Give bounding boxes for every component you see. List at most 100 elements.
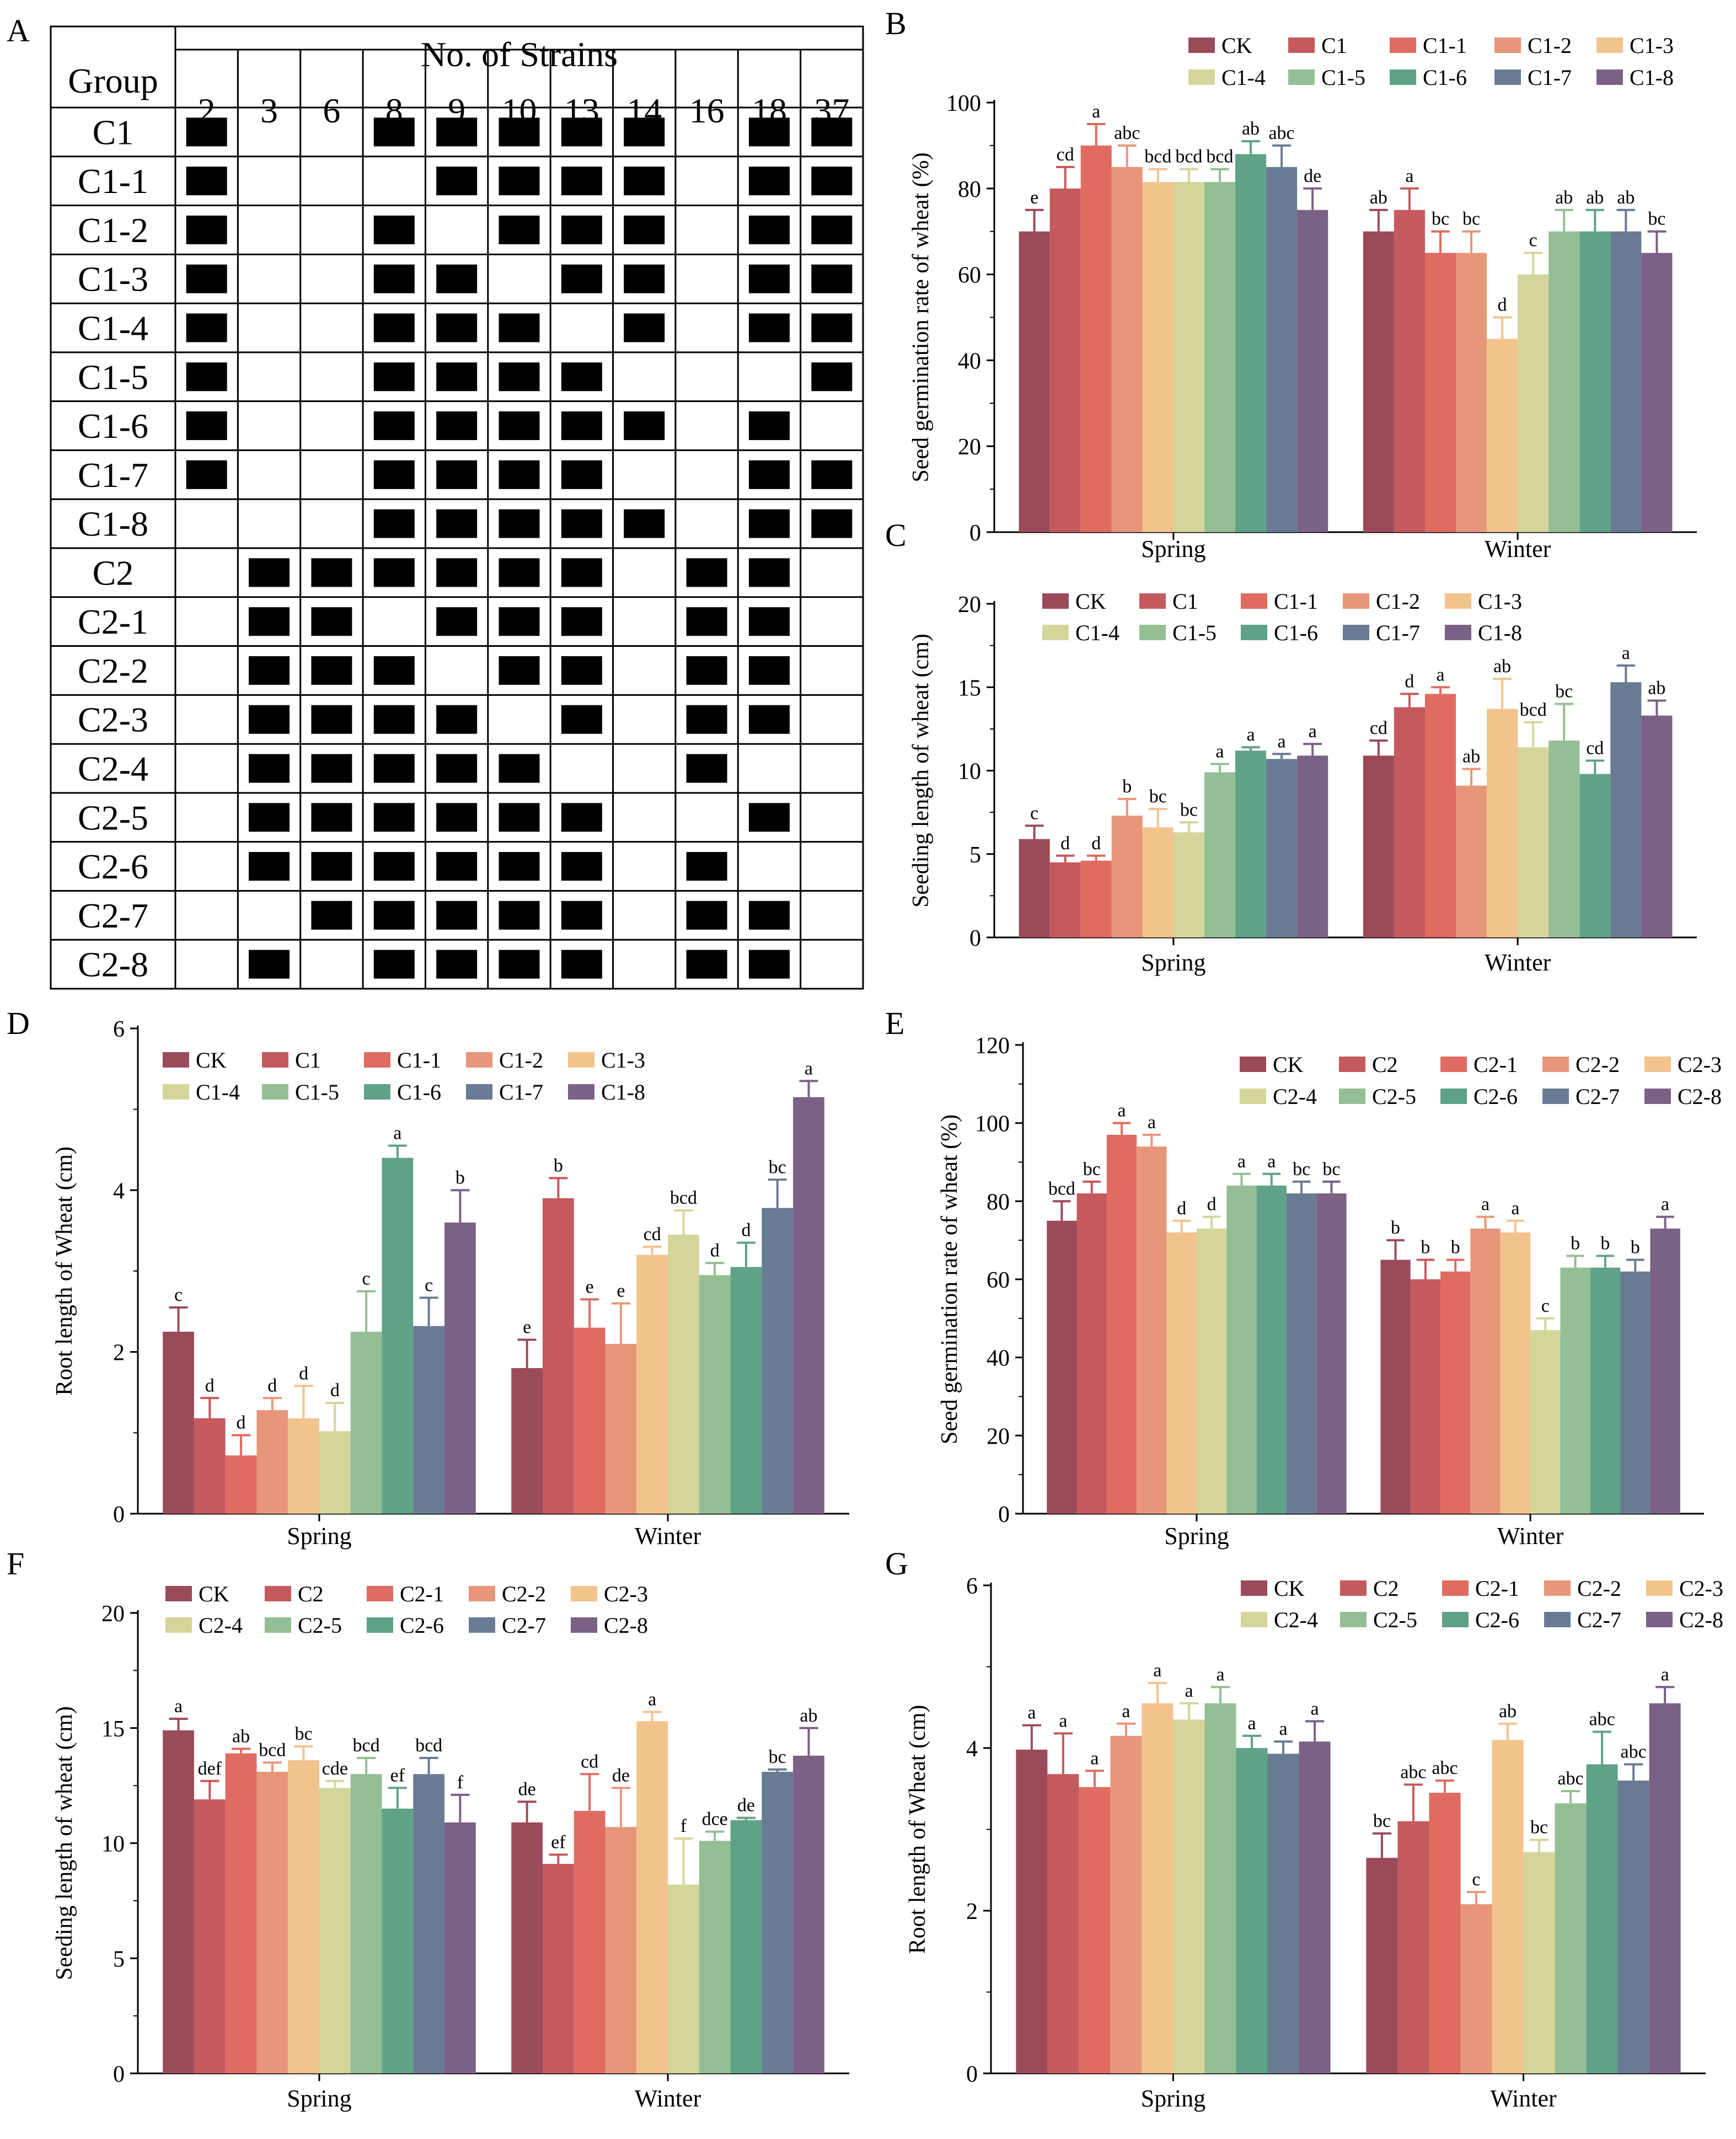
significance-letter: b [1600,1234,1610,1254]
x-category-label: Winter [1497,1523,1564,1550]
legend-swatch [1542,1089,1569,1104]
y-tick-label: 5 [969,843,981,868]
significance-letter: a [1027,1703,1036,1723]
significance-letter: b [456,1167,465,1188]
significance-letter: d [710,1240,720,1261]
legend-label: C2-2 [1577,1576,1621,1601]
bar [699,1841,731,2073]
bar [668,1884,699,2073]
legend-swatch [1188,69,1215,85]
y-tick-label: 6 [113,1017,125,1042]
legend-swatch [1241,625,1267,640]
significance-letter: bcd [1175,147,1202,167]
strain-mark [186,313,227,342]
strain-mark [499,509,540,538]
significance-letter: abc [1557,1768,1583,1789]
legend-swatch [1542,1057,1569,1072]
strain-mark [686,607,727,636]
strain-mark [373,558,415,587]
significance-letter: cde [322,1759,348,1779]
significance-letter: a [648,1690,656,1710]
bar [413,1774,444,2073]
significance-letter: b [1391,1218,1400,1238]
significance-letter: bc [1373,1811,1391,1831]
legend-label: C1-6 [1274,620,1318,645]
bar [382,1808,414,2073]
bar [1620,1271,1651,1514]
significance-letter: bc [1432,209,1449,229]
bar [1366,1858,1398,2073]
strain-mark [561,509,602,538]
legend-label: C2-5 [1372,1084,1416,1109]
legend-label: C1-5 [1172,620,1217,645]
bar [1429,1793,1461,2073]
strain-mark [811,264,853,293]
chart-c: 0 5 10 15 20 Seeding length of wheat (cm) Spri… [908,589,1697,976]
significance-letter: a [1246,725,1255,745]
legend-swatch [1390,69,1416,85]
significance-letter: def [198,1759,222,1779]
legend-label: C1-7 [1376,620,1420,645]
strain-mark [561,460,602,489]
bar [1549,231,1580,532]
significance-letter: abc [1400,1762,1426,1782]
y-tick-label: 6 [966,1574,978,1599]
strain-mark [436,411,478,441]
strain-mark [624,313,665,342]
bar [1530,1330,1561,1514]
significance-letter: bcd [353,1735,380,1756]
strain-mark [561,950,602,979]
bar [1204,1703,1236,2073]
legend-label: C1-4 [1075,620,1119,645]
group-label: C2-8 [78,945,148,984]
legend-label: C1-1 [1423,33,1467,58]
y-axis-label: Root length of Wheat (cm) [905,1705,930,1954]
bar [762,1208,794,1514]
significance-letter: de [518,1779,536,1799]
legend-label: C2-5 [298,1613,342,1638]
significance-letter: a [393,1123,401,1144]
y-axis-label: Seed germination rate of wheat (%) [937,1114,962,1444]
strain-mark [499,460,540,489]
strain-mark [561,362,602,392]
significance-letter: c [1030,803,1038,823]
legend-swatch [364,1084,390,1100]
strain-mark [186,117,227,147]
strain-mark [748,411,790,441]
legend-label: C2-3 [604,1582,648,1606]
legend-swatch [1241,1612,1267,1627]
significance-letter: b [554,1155,563,1176]
panel-label-a: A [7,13,30,49]
strain-mark [311,852,352,881]
strain-mark [561,558,602,587]
legend-label: C2-2 [1576,1052,1620,1077]
y-tick-label: 4 [966,1736,978,1762]
legend-label: C2 [1373,1576,1399,1601]
bar [574,1327,606,1514]
bar [1549,741,1580,937]
bar [605,1827,637,2073]
strain-mark [373,313,415,342]
significance-letter: a [805,1058,813,1079]
legend-swatch [367,1586,393,1601]
legend-swatch [1241,1580,1267,1596]
legend-swatch [1340,1612,1367,1627]
chart-e: 0 20 40 60 80 100 120 Seed germination rate of … [937,1033,1722,1550]
y-tick-label: 80 [987,1189,1010,1215]
bar [1500,1232,1531,1514]
y-tick-label: 60 [958,263,981,288]
legend-label: C2-1 [1475,1576,1519,1601]
group-label: C1-1 [78,162,148,201]
bar [319,1788,351,2073]
strain-mark [811,313,853,342]
bar [699,1275,731,1514]
bar [1019,231,1050,532]
strain-mark [373,803,415,832]
legend-label: CK [199,1582,229,1606]
significance-letter: a [1185,1681,1193,1701]
significance-letter: a [1311,1698,1319,1719]
legend-label: C2-3 [1678,1052,1722,1077]
x-category-label: Winter [1485,949,1551,976]
strain-mark [811,460,853,489]
significance-letter: a [1481,1194,1489,1215]
